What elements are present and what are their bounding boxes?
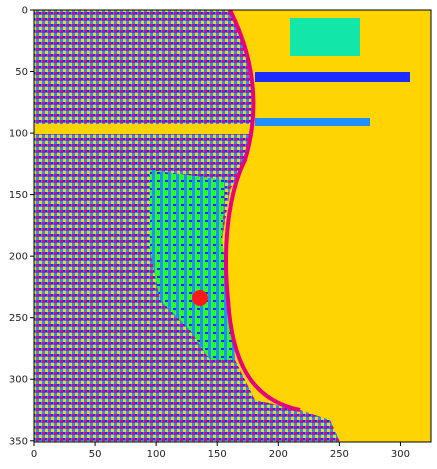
x-tick-label: 100 — [147, 449, 166, 460]
y-tick-label: 100 — [9, 129, 28, 140]
y-tick-label: 300 — [9, 375, 28, 386]
x-tick-label: 150 — [208, 449, 227, 460]
river — [34, 124, 254, 134]
pier-top — [290, 18, 360, 56]
x-tick-label: 250 — [330, 449, 349, 460]
y-tick-label: 50 — [15, 67, 28, 78]
plot-frame — [33, 9, 432, 443]
x-tick-label: 200 — [269, 449, 288, 460]
image-area — [34, 10, 431, 442]
x-tick-label: 50 — [89, 449, 102, 460]
y-tick-label: 150 — [9, 190, 28, 201]
navy-pier — [255, 72, 410, 82]
x-tick-label: 0 — [31, 449, 37, 460]
shoreline-road — [223, 10, 301, 412]
y-axis: 0 50 100 150 200 250 300 350 — [9, 6, 34, 447]
y-tick-label: 200 — [9, 252, 28, 263]
pier-lower — [255, 118, 370, 126]
fountain — [192, 290, 208, 306]
y-tick-label: 250 — [9, 313, 28, 324]
x-axis: 0 50 100 150 200 250 300 — [31, 442, 410, 460]
x-tick-label: 300 — [391, 449, 410, 460]
y-tick-label: 350 — [9, 436, 28, 447]
y-tick-label: 0 — [22, 6, 28, 17]
park-region — [150, 170, 235, 360]
